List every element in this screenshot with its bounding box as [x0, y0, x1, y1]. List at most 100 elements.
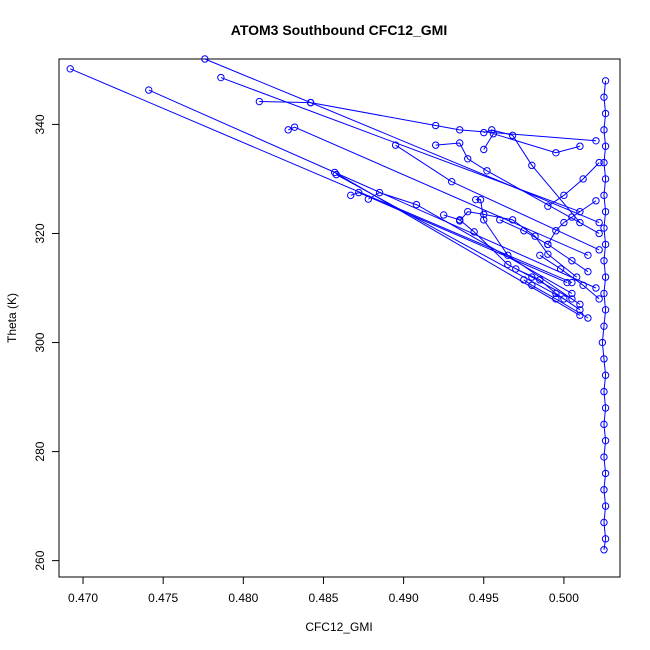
data-point: [512, 265, 520, 273]
data-point: [601, 502, 610, 510]
series-line: [148, 89, 597, 289]
data-point: [456, 139, 464, 147]
data-point: [480, 128, 488, 137]
data-point: [601, 371, 610, 379]
data-point: [520, 276, 528, 284]
x-tick-label: 0.490: [389, 591, 419, 605]
data-point: [464, 207, 472, 216]
data-point: [480, 145, 488, 154]
data-point: [556, 265, 565, 273]
data-point: [145, 86, 153, 94]
series-line: [395, 144, 600, 251]
data-point: [576, 300, 584, 309]
data-point: [464, 155, 472, 163]
data-point: [600, 453, 608, 461]
plot-area: [66, 55, 610, 554]
data-point: [579, 175, 587, 183]
x-axis: 0.470 0.475 0.480 0.485 0.490 0.495 0.500: [68, 577, 579, 605]
data-point: [601, 77, 610, 85]
data-point: [598, 338, 607, 347]
data-point: [601, 404, 610, 412]
y-tick-label: 260: [33, 550, 47, 570]
data-point: [584, 267, 592, 276]
data-point: [560, 295, 568, 303]
y-tick-label: 320: [33, 223, 47, 243]
data-point: [601, 207, 610, 216]
data-point: [448, 177, 456, 186]
data-point: [568, 257, 576, 265]
series-line: [547, 162, 600, 207]
data-point: [601, 535, 610, 543]
data-point: [552, 295, 560, 303]
data-point: [568, 213, 576, 221]
data-point: [600, 191, 608, 200]
data-point: [592, 284, 600, 292]
data-point: [600, 387, 608, 396]
data-point: [375, 188, 384, 197]
data-point: [66, 65, 74, 73]
x-tick-label: 0.485: [308, 591, 338, 605]
data-point: [600, 518, 608, 527]
data-point: [284, 126, 292, 134]
data-point: [601, 109, 610, 118]
data-point: [576, 142, 584, 150]
data-point: [601, 273, 610, 281]
data-point: [472, 195, 480, 204]
data-point: [544, 240, 552, 249]
data-point: [600, 546, 608, 554]
data-point: [470, 228, 478, 236]
data-point: [476, 195, 485, 204]
data-point: [355, 188, 363, 197]
y-axis-label: Theta (K): [5, 293, 19, 343]
data-point: [544, 202, 552, 210]
data-point: [536, 276, 544, 284]
data-point: [600, 486, 608, 494]
data-point: [504, 260, 512, 269]
chart-title: ATOM3 Southbound CFC12_GMI: [231, 22, 447, 38]
data-point: [600, 322, 608, 330]
x-axis-label: CFC12_GMI: [305, 620, 372, 634]
y-tick-label: 300: [33, 332, 47, 352]
data-point: [560, 218, 568, 227]
data-point: [600, 158, 608, 167]
plot-frame: [58, 58, 621, 578]
data-point: [290, 123, 299, 131]
data-point: [595, 158, 603, 167]
data-point: [531, 232, 539, 240]
data-point: [504, 251, 512, 259]
data-point: [552, 149, 560, 157]
data-point: [489, 130, 498, 138]
y-tick-label: 340: [33, 114, 47, 134]
data-point: [552, 227, 560, 235]
series-line: [547, 200, 597, 245]
data-point: [201, 55, 209, 63]
series-line: [288, 126, 589, 256]
data-point: [508, 216, 517, 224]
x-tick-label: 0.475: [148, 591, 178, 605]
data-point: [568, 295, 576, 303]
data-point: [601, 142, 610, 150]
data-point: [480, 216, 488, 224]
data-point: [601, 175, 610, 183]
data-point: [579, 281, 587, 289]
data-point: [217, 73, 225, 82]
data-point: [592, 197, 600, 205]
series-line: [435, 142, 600, 234]
data-point: [600, 257, 608, 265]
data-point: [439, 211, 448, 219]
y-axis: 260 280 300 320 340: [33, 114, 59, 571]
data-point: [520, 227, 528, 235]
data-point: [601, 240, 610, 249]
data-point: [347, 191, 355, 200]
data-point: [601, 469, 610, 478]
data-point: [560, 191, 568, 200]
data-point: [306, 98, 315, 107]
data-point: [592, 137, 600, 145]
series-line: [515, 268, 581, 311]
data-point: [568, 289, 576, 298]
data-point: [544, 250, 552, 258]
data-point: [528, 161, 536, 170]
data-point: [431, 121, 440, 130]
data-point: [391, 141, 400, 149]
